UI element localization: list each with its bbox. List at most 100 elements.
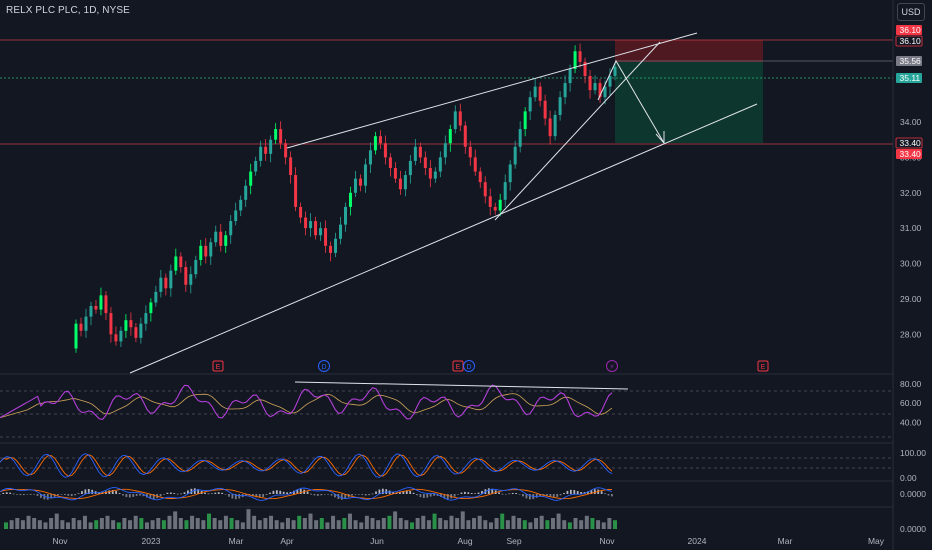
macd-bar (118, 493, 121, 494)
earnings-event-marker[interactable]: E (452, 360, 464, 372)
macd-bar (399, 492, 401, 494)
wedge-support-line[interactable] (494, 41, 661, 221)
volume-bar (562, 520, 567, 529)
macd-bar (426, 494, 429, 498)
candle (533, 78, 537, 102)
volume-bar (376, 520, 381, 529)
rsi-divergence-line[interactable] (294, 381, 629, 390)
macd-bar (590, 490, 593, 494)
currency-button[interactable]: USD (897, 3, 925, 21)
volume-bar (415, 518, 420, 529)
candle (558, 91, 562, 121)
macd-bar (600, 491, 603, 494)
volume-bar (133, 515, 138, 529)
candle (498, 193, 502, 217)
lower-channel-line[interactable] (129, 103, 758, 374)
macd-bar (440, 494, 442, 497)
dividend-event-marker[interactable]: D (463, 360, 475, 372)
macd-bar (125, 494, 128, 498)
candle (413, 138, 417, 166)
candle (528, 91, 532, 120)
macd-bar (98, 492, 100, 494)
volume-bar (517, 518, 522, 529)
candle (488, 188, 492, 216)
time-tick-label: 2023 (142, 536, 161, 546)
time-tick-label: May (868, 536, 885, 546)
macd-bar (566, 490, 569, 494)
candle (339, 216, 343, 245)
price-tick-label: 29.00 (900, 294, 922, 304)
macd-bar (187, 490, 189, 494)
candle (458, 103, 462, 132)
candle (393, 161, 397, 183)
candles (74, 43, 617, 353)
dividend-event-marker[interactable]: D (318, 360, 330, 372)
macd-bar (67, 494, 70, 496)
macd-bar (443, 494, 446, 499)
macd-pane[interactable] (0, 487, 613, 501)
macd-bar (481, 490, 483, 494)
volume-bar (297, 515, 302, 529)
candle (134, 322, 138, 343)
macd-bar (436, 494, 439, 496)
macd-bar (296, 489, 299, 494)
price-badge: 36.10 (895, 35, 923, 47)
rsi-tick-label: 80.00 (900, 379, 922, 389)
stochastic-pane[interactable] (0, 453, 893, 478)
macd-bar (539, 494, 542, 497)
svg-text:35.56: 35.56 (900, 56, 922, 66)
earnings-event-marker[interactable]: E (212, 360, 224, 372)
upper-channel-line[interactable] (286, 32, 698, 149)
volume-bar (116, 522, 121, 529)
volume-bar (111, 520, 116, 529)
candle (219, 223, 223, 252)
volume-bar (596, 520, 601, 529)
macd-bar (286, 492, 288, 494)
macd-bar (453, 494, 456, 497)
volume-bar (545, 520, 550, 529)
macd-bar (378, 489, 381, 494)
volume-bar (460, 511, 465, 529)
macd-bar (316, 494, 319, 496)
macd-bar (210, 493, 213, 494)
symbol-title[interactable]: RELX PLC PLC, 1D, NYSE (6, 5, 130, 16)
volume-bar (347, 513, 352, 529)
projection-arrow[interactable] (597, 59, 665, 144)
candle (453, 105, 457, 134)
macd-axis: 0.0000 (900, 489, 926, 499)
candle (274, 123, 278, 144)
macd-bar (371, 493, 374, 495)
volume-bar (567, 522, 572, 529)
candle (119, 326, 123, 348)
macd-bar (111, 490, 114, 494)
volume-bar (488, 522, 493, 529)
macd-bar (422, 494, 425, 498)
time-axis[interactable]: Nov 2023 Mar Apr Jun Aug Sep Nov 2024 Mar May (52, 536, 884, 546)
macd-bar (552, 494, 555, 498)
macd-bar (412, 492, 415, 494)
candle (264, 138, 268, 161)
event-markers[interactable]: E D E D ⚡ E (212, 360, 769, 372)
volume-bar (280, 522, 285, 529)
split-event-marker[interactable]: ⚡ (606, 360, 618, 372)
macd-bar (173, 493, 176, 494)
volume-bar (218, 520, 223, 529)
candle (563, 75, 567, 105)
macd-bar (334, 494, 336, 498)
candle (548, 110, 552, 145)
volume-bar (223, 515, 228, 529)
volume-tick-label: 0.0000 (900, 524, 926, 534)
candle (154, 285, 158, 307)
macd-bar (487, 488, 490, 494)
rsi-pane[interactable] (0, 381, 893, 438)
svg-text:D: D (321, 364, 326, 371)
volume-bar (60, 520, 65, 529)
macd-bar (142, 494, 145, 497)
price-pane[interactable] (0, 0, 894, 550)
volume-pane[interactable] (4, 509, 617, 529)
volume-bar (534, 518, 539, 529)
volume-bar (257, 520, 262, 529)
earnings-future-event-marker[interactable]: E (757, 360, 769, 372)
volume-bar (398, 518, 403, 529)
